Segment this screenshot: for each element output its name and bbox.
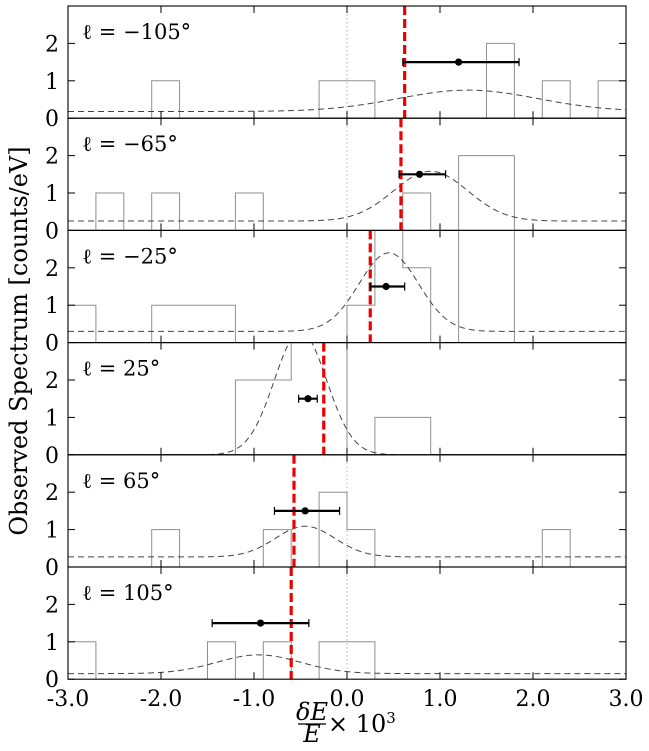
panel-3: 0 1 2 ℓ = −25°: [45, 229, 627, 357]
y-tick-label: 1: [45, 519, 59, 544]
panel-plot-area: [68, 342, 626, 455]
x-tick-label: -1.0: [233, 687, 275, 712]
y-tick-label: 2: [45, 145, 59, 170]
x-axis-title-numerator: δE: [296, 698, 328, 726]
histogram-bins: [68, 641, 626, 680]
data-point: [382, 282, 390, 291]
y-tick-label: 1: [45, 406, 59, 431]
panel-label: ℓ = 65°: [82, 469, 160, 493]
histogram-bins: [68, 230, 626, 343]
y-tick-label: 0: [45, 556, 59, 581]
panels: 0 1 2 ℓ = −105° 0 1 2 ℓ = −65° 0 1 2 ℓ = −25° 0 1 2 ℓ =…: [45, 5, 627, 693]
x-tick-label: 2.0: [516, 687, 551, 712]
data-point: [304, 395, 312, 403]
panel-plot-area: [68, 118, 626, 231]
y-tick-label: 2: [45, 369, 59, 394]
x-axis-title: δE E × 103: [296, 698, 396, 748]
histogram-bins: [68, 155, 626, 231]
data-point: [301, 507, 309, 515]
x-axis-title-times: × 10: [328, 710, 386, 738]
panel-label: ℓ = −25°: [82, 244, 178, 268]
panel-label: ℓ = 25°: [82, 357, 160, 381]
panel-plot-area: [68, 454, 626, 567]
x-axis-title-denominator: E: [302, 720, 321, 748]
y-tick-label: 0: [45, 668, 59, 693]
data-point: [256, 619, 265, 627]
panel-5: 0 1 2 ℓ = 65°: [45, 454, 627, 581]
y-tick-label: 1: [45, 70, 59, 95]
x-tick-label: -3.0: [47, 687, 89, 712]
x-tick-label: 1.0: [423, 687, 458, 712]
data-point: [415, 170, 424, 178]
panel-label: ℓ = 105°: [82, 581, 174, 605]
gaussian-model-curve: [68, 170, 626, 222]
y-tick-label: 2: [45, 32, 59, 57]
panel-1: 0 1 2 ℓ = −105°: [45, 5, 627, 132]
x-axis-title-suffix: × 103: [328, 709, 396, 738]
y-tick-label: 1: [45, 631, 59, 656]
y-tick-label: 1: [45, 294, 59, 319]
y-tick-label: 2: [45, 257, 59, 282]
y-tick-label: 0: [45, 332, 59, 357]
x-tick-label: 0.0: [330, 687, 365, 712]
y-tick-label: 0: [45, 444, 59, 469]
panel-4: 0 1 2 ℓ = 25°: [45, 342, 627, 469]
panel-plot-area: [68, 230, 626, 343]
panel-2: 0 1 2 ℓ = −65°: [45, 117, 627, 244]
y-axis-title: Observed Spectrum [counts/eV]: [5, 146, 33, 535]
y-tick-label: 0: [45, 219, 59, 244]
y-tick-label: 1: [45, 182, 59, 207]
panel-label: ℓ = −65°: [82, 132, 178, 156]
x-axis-ticks: -3.0 -2.0 -1.0 0.0 1.0 2.0 3.0: [47, 687, 644, 712]
panel-label: ℓ = −105°: [82, 20, 191, 44]
x-tick-label: 3.0: [609, 687, 644, 712]
histogram-bins: [68, 42, 626, 119]
y-tick-label: 0: [45, 107, 59, 132]
x-axis-title-exponent: 3: [386, 709, 396, 727]
y-tick-label: 2: [45, 481, 59, 506]
histogram-bins: [68, 491, 626, 567]
panel-6: 0 1 2 ℓ = 105°: [45, 566, 627, 693]
gaussian-model-curve: [68, 252, 626, 332]
gaussian-model-curve: [68, 525, 626, 558]
data-point: [455, 58, 463, 66]
y-tick-label: 2: [45, 593, 59, 618]
x-tick-label: -2.0: [140, 687, 182, 712]
